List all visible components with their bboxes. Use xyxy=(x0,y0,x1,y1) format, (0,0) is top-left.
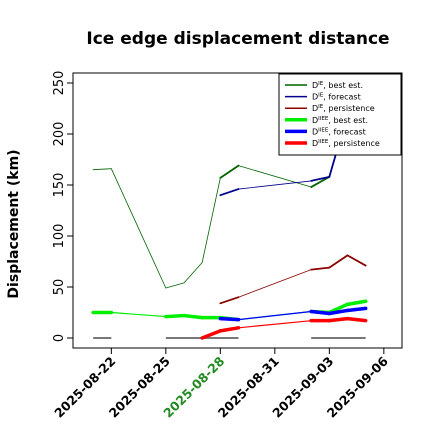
series-segment xyxy=(345,316,368,323)
y-tick-label: 50 xyxy=(52,279,67,296)
series-segment xyxy=(238,269,312,298)
series-segment xyxy=(238,180,312,190)
series-segment xyxy=(110,311,167,318)
series-segment xyxy=(327,302,350,315)
series-segment xyxy=(237,320,312,329)
series-segment xyxy=(310,175,331,188)
series-segment xyxy=(218,326,241,333)
y-tick-label: 100 xyxy=(52,224,67,249)
series-segment xyxy=(219,188,240,197)
legend-entry: DIIEE, persistence xyxy=(312,139,380,148)
x-axis: 2025-08-222025-08-252025-08-282025-08-31… xyxy=(51,348,391,421)
y-axis-label: Displacement (km) xyxy=(6,149,22,298)
chart-title: Ice edge displacement distance xyxy=(86,29,389,49)
series-layer xyxy=(91,138,368,340)
y-tick-label: 200 xyxy=(52,122,67,147)
legend-entry: DIE, best est. xyxy=(312,81,363,90)
legend-entry: DIE, forecast xyxy=(312,93,361,102)
legend-entry: DIE, persistence xyxy=(312,104,375,113)
series-segment xyxy=(200,329,223,340)
series-segment xyxy=(327,308,350,316)
series-segment xyxy=(345,306,368,313)
y-axis: 0 50 100 150 200 250 xyxy=(52,71,73,342)
y-tick-label: 150 xyxy=(52,173,67,198)
series-segment xyxy=(218,316,241,322)
series-segment xyxy=(310,175,331,182)
series-segment xyxy=(183,262,203,284)
series-segment xyxy=(309,309,332,316)
series-segment xyxy=(92,168,112,171)
plot-frame xyxy=(72,72,403,349)
series-segment xyxy=(328,254,349,269)
series-segment xyxy=(238,165,312,188)
series-segment xyxy=(165,282,185,289)
series-segment xyxy=(345,299,368,307)
series-segment xyxy=(327,316,350,323)
legend-entry: DIIEE, best est. xyxy=(312,116,368,125)
series-segment xyxy=(219,296,240,305)
y-tick-label: 250 xyxy=(52,71,67,96)
series-segment xyxy=(201,177,221,263)
legend: DIE, best est. DIE, forecast DIE, persiste… xyxy=(278,73,402,156)
series-segment xyxy=(110,168,167,289)
series-segment xyxy=(164,313,186,319)
series-segment xyxy=(237,310,312,321)
series-segment xyxy=(346,254,367,267)
series-segment xyxy=(219,164,240,179)
series-segment xyxy=(182,313,204,320)
y-tick-label: 0 xyxy=(52,334,67,342)
legend-entry: DIIEE, forecast xyxy=(312,127,366,136)
series-segment xyxy=(310,266,331,271)
